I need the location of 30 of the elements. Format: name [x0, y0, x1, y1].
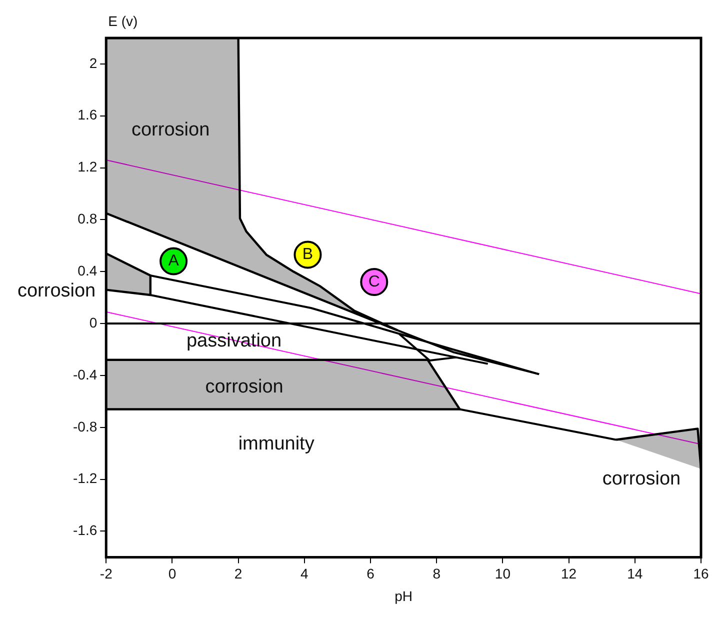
x-tick-label: 10	[494, 565, 511, 582]
y-tick-label: 1.2	[78, 158, 98, 175]
x-tick-label: 16	[693, 565, 709, 582]
x-tick-label: 0	[168, 565, 176, 582]
x-tick-label: 2	[234, 565, 242, 582]
y-tick-label: -0.4	[73, 366, 98, 382]
y-tick-label: 0.4	[78, 262, 98, 278]
x-tick-label: -2	[100, 565, 113, 582]
annotation: corrosion	[131, 119, 210, 140]
y-tick-label: 2	[89, 54, 98, 71]
x-tick-label: 6	[366, 565, 375, 582]
y-tick-label: -1.6	[73, 522, 98, 538]
y-tick-label: 1.6	[78, 106, 98, 123]
series-label: A	[168, 252, 180, 270]
x-tick-label: 14	[627, 565, 643, 582]
series-label: C	[368, 273, 380, 290]
y-tick-label: -0.8	[73, 418, 98, 434]
text: corrosion	[17, 280, 96, 302]
annotation: corrosion	[602, 468, 681, 490]
y-tick-label: -1.2	[73, 470, 98, 486]
x-axis-title: pH	[394, 588, 413, 604]
annotation: corrosion	[205, 376, 284, 398]
x-tick-label: 8	[432, 565, 441, 582]
y-tick-label: 0.8	[78, 210, 98, 227]
x-tick-label: 12	[561, 565, 577, 582]
series-label: B	[302, 246, 314, 264]
annotation: immunity	[238, 434, 315, 455]
x-tick-label: 4	[300, 565, 309, 582]
y-axis-title: E (v)	[108, 12, 138, 29]
y-tick-label: 0	[89, 314, 98, 330]
